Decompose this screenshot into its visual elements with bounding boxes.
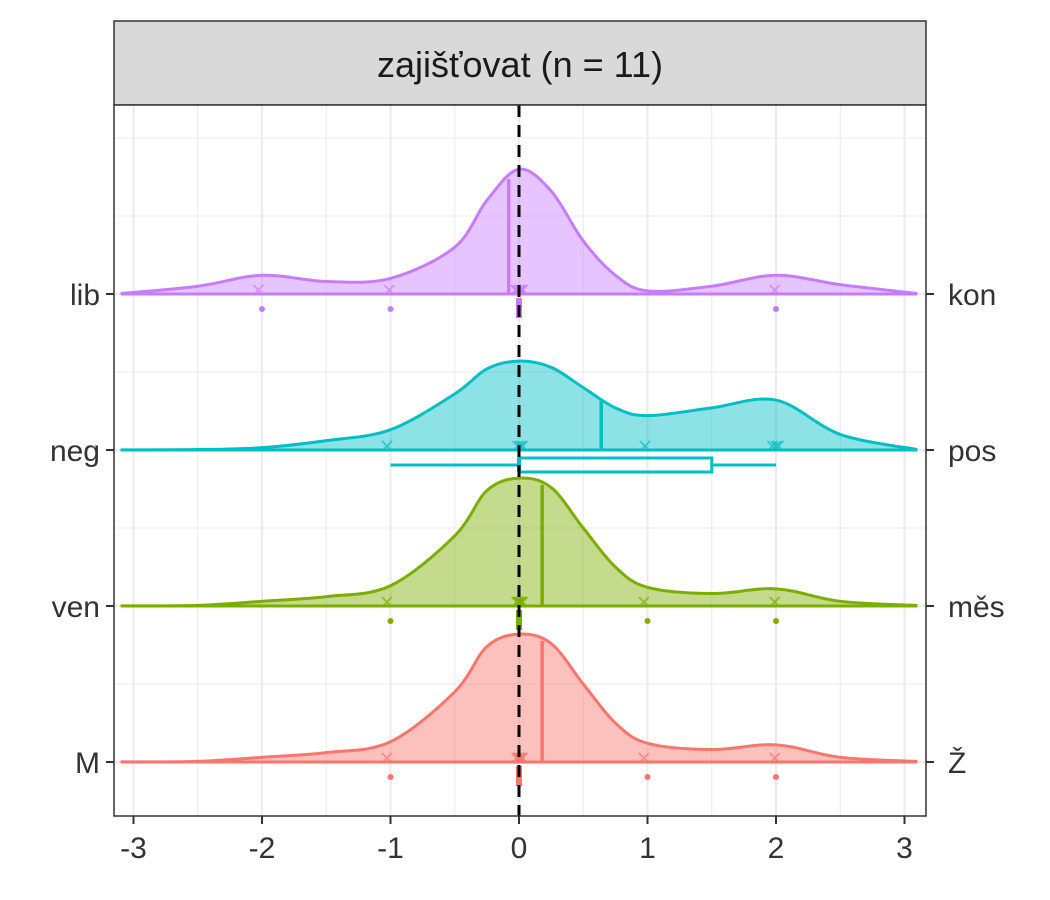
data-point-marker xyxy=(638,596,650,608)
median-marker xyxy=(516,610,522,630)
density-line xyxy=(120,476,918,608)
rug-dot xyxy=(259,306,265,312)
density-line xyxy=(120,632,918,764)
x-tick-label: 2 xyxy=(768,832,785,865)
facet-strip xyxy=(113,20,927,106)
y-label-left: M xyxy=(75,747,100,780)
density-line xyxy=(120,359,918,452)
rug-dot xyxy=(387,618,394,624)
rug-dot xyxy=(773,306,779,312)
data-point-marker xyxy=(383,284,395,296)
density-area xyxy=(120,633,918,762)
x-tick-label: 1 xyxy=(639,832,656,865)
rug-dot xyxy=(387,306,394,312)
rug-dot xyxy=(773,618,779,624)
density-area xyxy=(120,477,918,606)
chart-title: zajišťovat (n = 11) xyxy=(377,44,663,85)
y-label-left: ven xyxy=(52,591,100,624)
density-line xyxy=(120,167,918,296)
y-label-left: lib xyxy=(70,279,100,312)
data-point-marker xyxy=(381,596,393,608)
data-point-marker xyxy=(766,440,779,452)
data-point-marker xyxy=(769,752,781,764)
x-tick-label: -1 xyxy=(377,832,404,865)
y-label-right: kon xyxy=(948,279,996,312)
data-point-marker xyxy=(252,284,265,296)
data-point-marker xyxy=(381,440,393,452)
y-label-left: neg xyxy=(50,435,100,468)
x-tick-label: 3 xyxy=(896,832,913,865)
data-point-marker xyxy=(381,752,393,764)
data-point-marker xyxy=(769,284,781,296)
rug-dot xyxy=(644,774,651,780)
data-point-marker xyxy=(513,596,525,608)
y-label-right: měs xyxy=(948,591,1005,624)
x-tick-label: -2 xyxy=(249,832,276,865)
data-point-marker xyxy=(770,440,782,452)
rug-dot xyxy=(387,774,394,780)
rug-dot xyxy=(773,774,779,780)
x-tick-label: 0 xyxy=(511,832,528,865)
ridge-M xyxy=(120,632,918,786)
x-tick-label: -3 xyxy=(120,832,147,865)
data-point-marker xyxy=(638,752,650,764)
y-label-right: Ž xyxy=(948,747,966,780)
data-point-marker xyxy=(639,440,651,452)
data-point-marker xyxy=(769,596,781,608)
data-point-marker xyxy=(513,752,525,764)
rug-dot xyxy=(644,618,651,624)
y-label-right: pos xyxy=(948,435,996,468)
